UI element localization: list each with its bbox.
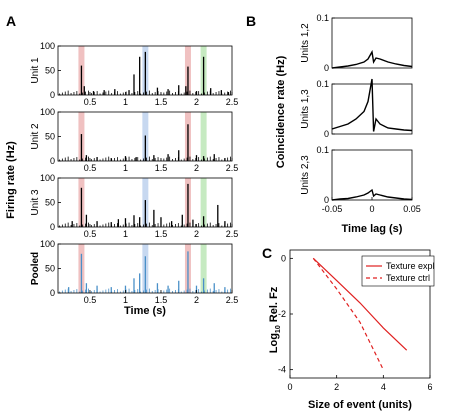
y-tick-label: 0: [50, 222, 55, 232]
panel-b-ylabel-group: Coincidence rate (Hz): [275, 55, 287, 168]
x-tick-label: 1: [123, 229, 128, 239]
panel-letter-b: B: [246, 13, 256, 29]
y-tick-label: 100: [40, 41, 55, 51]
x-tick-label: 2: [194, 295, 199, 305]
y-tick-label: 0: [324, 63, 329, 73]
y-tick-label: 0: [50, 156, 55, 166]
x-tick-label: 2.5: [226, 163, 239, 173]
x-tick-label: 0.05: [403, 204, 421, 214]
x-tick-label: 2.5: [226, 97, 239, 107]
y-tick-label: 0.1: [316, 13, 329, 23]
y-tick-label: 50: [45, 66, 55, 76]
panel-b-xlabel: Time lag (s): [342, 223, 403, 235]
x-tick-label: 2: [194, 163, 199, 173]
panel-a-ylabel: Firing rate (Hz): [5, 141, 17, 219]
subplot-label: Units 1,2: [300, 23, 311, 63]
y-tick-label: 0: [50, 288, 55, 298]
subplot-label: Unit 1: [30, 57, 41, 84]
x-tick-label: 1: [123, 163, 128, 173]
panel-a-xlabel: Time (s): [124, 305, 166, 317]
x-tick-label: 1.5: [155, 229, 168, 239]
y-tick-label: 50: [45, 132, 55, 142]
subplot-label: Pooled: [30, 252, 41, 285]
y-tick-label: 0: [281, 253, 286, 263]
x-tick-label: 1.5: [155, 97, 168, 107]
x-tick-label: 2: [194, 229, 199, 239]
x-tick-label: 0: [369, 204, 374, 214]
x-tick-label: 0: [287, 382, 292, 392]
y-tick-label: 0: [324, 129, 329, 139]
y-tick-label: -4: [278, 365, 286, 375]
subplot-label: Units 2,3: [300, 155, 311, 195]
axes-box: [331, 17, 413, 69]
panel-letter-a: A: [6, 13, 16, 29]
legend-label: Texture expl: [386, 261, 435, 271]
y-tick-label: -2: [278, 309, 286, 319]
x-tick-label: 0.5: [84, 163, 97, 173]
subplot-label: Unit 3: [30, 189, 41, 216]
y-tick-label: 0: [50, 90, 55, 100]
coincidence-line: [331, 49, 413, 69]
y-tick-label: 50: [45, 198, 55, 208]
subplot-label: Units 1,3: [300, 89, 311, 129]
coincidence-line: [331, 78, 413, 132]
panel-a-ylabel-group: Firing rate (Hz): [5, 141, 17, 219]
panel-c-ylabel-sub: 10: [275, 325, 282, 333]
y-tick-label: 0.1: [316, 145, 329, 155]
coincidence-line: [331, 188, 413, 201]
x-tick-label: 0.5: [84, 295, 97, 305]
panel-c-ylabel: Log10 Rel. Fz: [268, 286, 282, 353]
x-tick-label: 6: [427, 382, 432, 392]
x-tick-label: 1: [123, 295, 128, 305]
x-tick-label: 0.5: [84, 97, 97, 107]
x-tick-label: 1.5: [155, 295, 168, 305]
highlight-band-4: [200, 112, 207, 161]
series-line: [312, 257, 384, 370]
y-tick-label: 100: [40, 239, 55, 249]
panel-letter-c: C: [262, 245, 272, 261]
y-tick-label: 100: [40, 173, 55, 183]
x-tick-label: 1.5: [155, 163, 168, 173]
panel-c-ylabel-base: Log: [268, 333, 280, 353]
panel-b-ylabel: Coincidence rate (Hz): [275, 55, 287, 168]
x-tick-label: 2: [194, 97, 199, 107]
subplot-label: Unit 2: [30, 123, 41, 150]
series-line: [312, 257, 408, 351]
y-tick-label: 0.1: [316, 79, 329, 89]
legend-label: Texture ctrl: [386, 273, 430, 283]
x-tick-label: 4: [381, 382, 386, 392]
x-tick-label: 1: [123, 97, 128, 107]
highlight-band-4: [200, 178, 207, 227]
x-tick-label: 2.5: [226, 295, 239, 305]
panel-c-ylabel-rest: Rel. Fz: [268, 286, 280, 325]
x-tick-label: 2: [334, 382, 339, 392]
legend-box: [361, 255, 435, 287]
y-tick-label: 50: [45, 264, 55, 274]
x-tick-label: -0.05: [322, 204, 343, 214]
highlight-band-4: [200, 244, 207, 293]
panel-c-xlabel: Size of event (units): [308, 399, 412, 411]
x-tick-label: 0.5: [84, 229, 97, 239]
y-tick-label: 100: [40, 107, 55, 117]
y-tick-label: 0: [324, 195, 329, 205]
x-tick-label: 2.5: [226, 229, 239, 239]
